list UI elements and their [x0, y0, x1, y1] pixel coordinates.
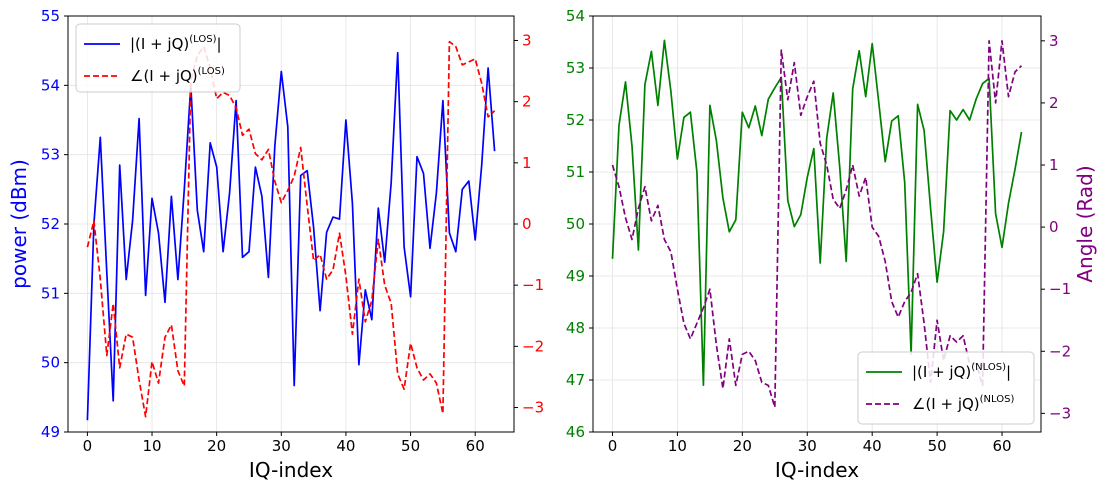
y2-tick-label: −2	[522, 337, 544, 355]
legend: |(I + jQ)(LOS)|∠(I + jQ)(LOS)	[75, 23, 241, 93]
y-axis-label: power (dBm)	[7, 159, 31, 289]
y2-tick-label: 1	[1049, 156, 1059, 174]
x-tick-label: 60	[992, 437, 1011, 455]
power-series-line	[86, 51, 496, 421]
y-tick-label: 49	[566, 267, 585, 285]
y2-tick-label: 3	[1049, 32, 1059, 50]
left-chart-panel: 0 10 20 30 40 50 60 49 50 51 52 53 54 55 −3 −2 −1 0 1 2 3 IQ-…	[7, 7, 544, 482]
legend-main: ∠(I + jQ)	[130, 67, 198, 85]
x-tick-label: 40	[336, 437, 355, 455]
y2-tick-label: 3	[522, 31, 532, 49]
x-tick-label: 10	[668, 437, 687, 455]
y2-tick-label: 0	[1049, 218, 1059, 236]
x-tick-label: 50	[928, 437, 947, 455]
y2-tick-label: −3	[1049, 404, 1071, 422]
x-tick-label: 20	[733, 437, 752, 455]
y-tick-label: 47	[566, 371, 585, 389]
y-tick-label: 49	[41, 423, 60, 441]
legend-tail: |	[217, 35, 222, 53]
right-chart-panel: 0 10 20 30 40 50 60 46 47 48 49 50 51 52 53 54 −3 −2 −1 0 1 2…	[566, 7, 1097, 482]
legend-entry: ∠(I + jQ)(NLOS)	[912, 394, 1014, 413]
y-tick-label: 52	[566, 111, 585, 129]
y-tick-label: 53	[566, 59, 585, 77]
legend-tail: |	[1006, 363, 1011, 381]
legend-box	[75, 23, 241, 93]
legend-main: ∠(I + jQ)	[912, 395, 980, 413]
y-tick-label: 54	[41, 76, 60, 94]
x-axis-label: IQ-index	[249, 458, 333, 482]
x-tick-label: 40	[863, 437, 882, 455]
x-tick-label: 0	[608, 437, 618, 455]
legend: |(I + jQ)(NLOS)|∠(I + jQ)(NLOS)	[857, 351, 1035, 425]
y-tick-label: 51	[41, 284, 60, 302]
x-tick-label: 60	[466, 437, 485, 455]
x-tick-label: 10	[142, 437, 161, 455]
x-tick-label: 50	[401, 437, 420, 455]
y2-tick-label: 0	[522, 215, 532, 233]
legend-sup: (NLOS)	[980, 394, 1015, 405]
y-tick-label: 46	[566, 423, 585, 441]
legend-sup: (LOS)	[198, 66, 225, 77]
y-tick-label: 50	[566, 215, 585, 233]
legend-entry: ∠(I + jQ)(LOS)	[130, 66, 225, 85]
x-tick-label: 0	[83, 437, 93, 455]
y-tick-label: 52	[41, 215, 60, 233]
y2-tick-label: 2	[1049, 94, 1059, 112]
angle-series-line	[86, 40, 496, 418]
y-tick-label: 48	[566, 319, 585, 337]
y-tick-label: 55	[41, 7, 60, 25]
y2-axis-label: Angle (Rad)	[1073, 165, 1097, 282]
legend-entry: |(I + jQ)(NLOS)|	[912, 362, 1011, 381]
x-tick-label: 20	[207, 437, 226, 455]
legend-main: |(I + jQ)	[912, 363, 971, 381]
y2-tick-label: 2	[522, 93, 532, 111]
x-tick-label: 30	[798, 437, 817, 455]
y-tick-label: 54	[566, 7, 585, 25]
angle-series-line	[611, 39, 1023, 409]
grid	[593, 15, 1041, 433]
y2-tick-label: −1	[1049, 280, 1071, 298]
y2-tick-label: −1	[522, 276, 544, 294]
y2-tick-label: −3	[522, 399, 544, 417]
y2-tick-label: −2	[1049, 342, 1071, 360]
y-tick-label: 51	[566, 163, 585, 181]
legend-entry: |(I + jQ)(LOS)|	[130, 34, 222, 53]
y-tick-label: 53	[41, 146, 60, 164]
x-axis-label: IQ-index	[775, 458, 859, 482]
y2-tick-label: 1	[522, 154, 532, 172]
legend-main: |(I + jQ)	[130, 35, 189, 53]
power-series-line	[611, 39, 1023, 387]
legend-sup: (NLOS)	[971, 362, 1006, 373]
legend-sup: (LOS)	[189, 34, 216, 45]
x-tick-label: 30	[272, 437, 291, 455]
legend-box	[857, 351, 1035, 425]
y-tick-label: 50	[41, 354, 60, 372]
